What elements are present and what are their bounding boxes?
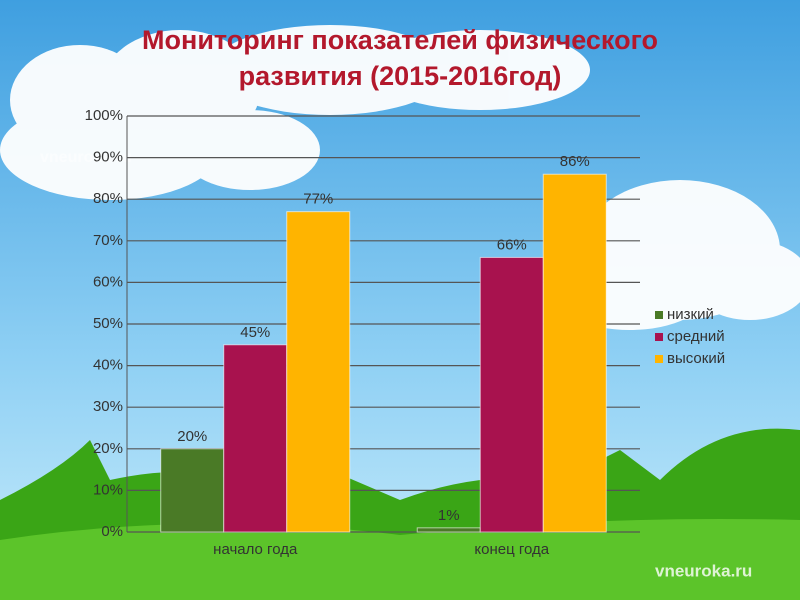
y-tick-label: 10% — [93, 481, 123, 498]
watermark: vneuroka.ru — [655, 561, 752, 580]
bar — [160, 448, 225, 533]
legend-label: средний — [667, 328, 725, 345]
y-tick-label: 80% — [93, 190, 123, 207]
y-tick-label: 30% — [93, 398, 123, 415]
legend-swatch — [655, 311, 663, 319]
bar — [542, 173, 607, 533]
legend-swatch — [655, 333, 663, 341]
clouds — [0, 25, 800, 330]
bar — [286, 211, 351, 533]
y-tick-label: 60% — [93, 273, 123, 290]
value-label: 86% — [560, 153, 590, 170]
y-tick-label: 50% — [93, 315, 123, 332]
y-tick-label: 20% — [93, 440, 123, 457]
y-tick-label: 0% — [101, 523, 123, 540]
y-tick-label: 70% — [93, 232, 123, 249]
bar — [223, 344, 288, 533]
y-tick-label: 100% — [85, 107, 123, 124]
value-label: 1% — [438, 507, 460, 524]
x-tick-label: начало года — [213, 541, 298, 558]
watermark: vneuroka.ru — [40, 149, 132, 166]
legend-label: низкий — [667, 306, 714, 323]
chart-title: Мониторинг показателей физического разви… — [142, 25, 658, 91]
grass — [0, 519, 800, 600]
bar — [479, 256, 544, 533]
legend-swatch — [655, 355, 663, 363]
y-tick-label: 90% — [93, 149, 123, 166]
y-tick-label: 40% — [93, 357, 123, 374]
value-label: 45% — [240, 324, 270, 341]
x-tick-label: конец года — [474, 541, 549, 558]
value-label: 66% — [497, 236, 527, 253]
value-label: 20% — [177, 428, 207, 445]
value-label: 77% — [303, 191, 333, 208]
bar — [416, 527, 481, 533]
legend-label: высокий — [667, 350, 725, 367]
